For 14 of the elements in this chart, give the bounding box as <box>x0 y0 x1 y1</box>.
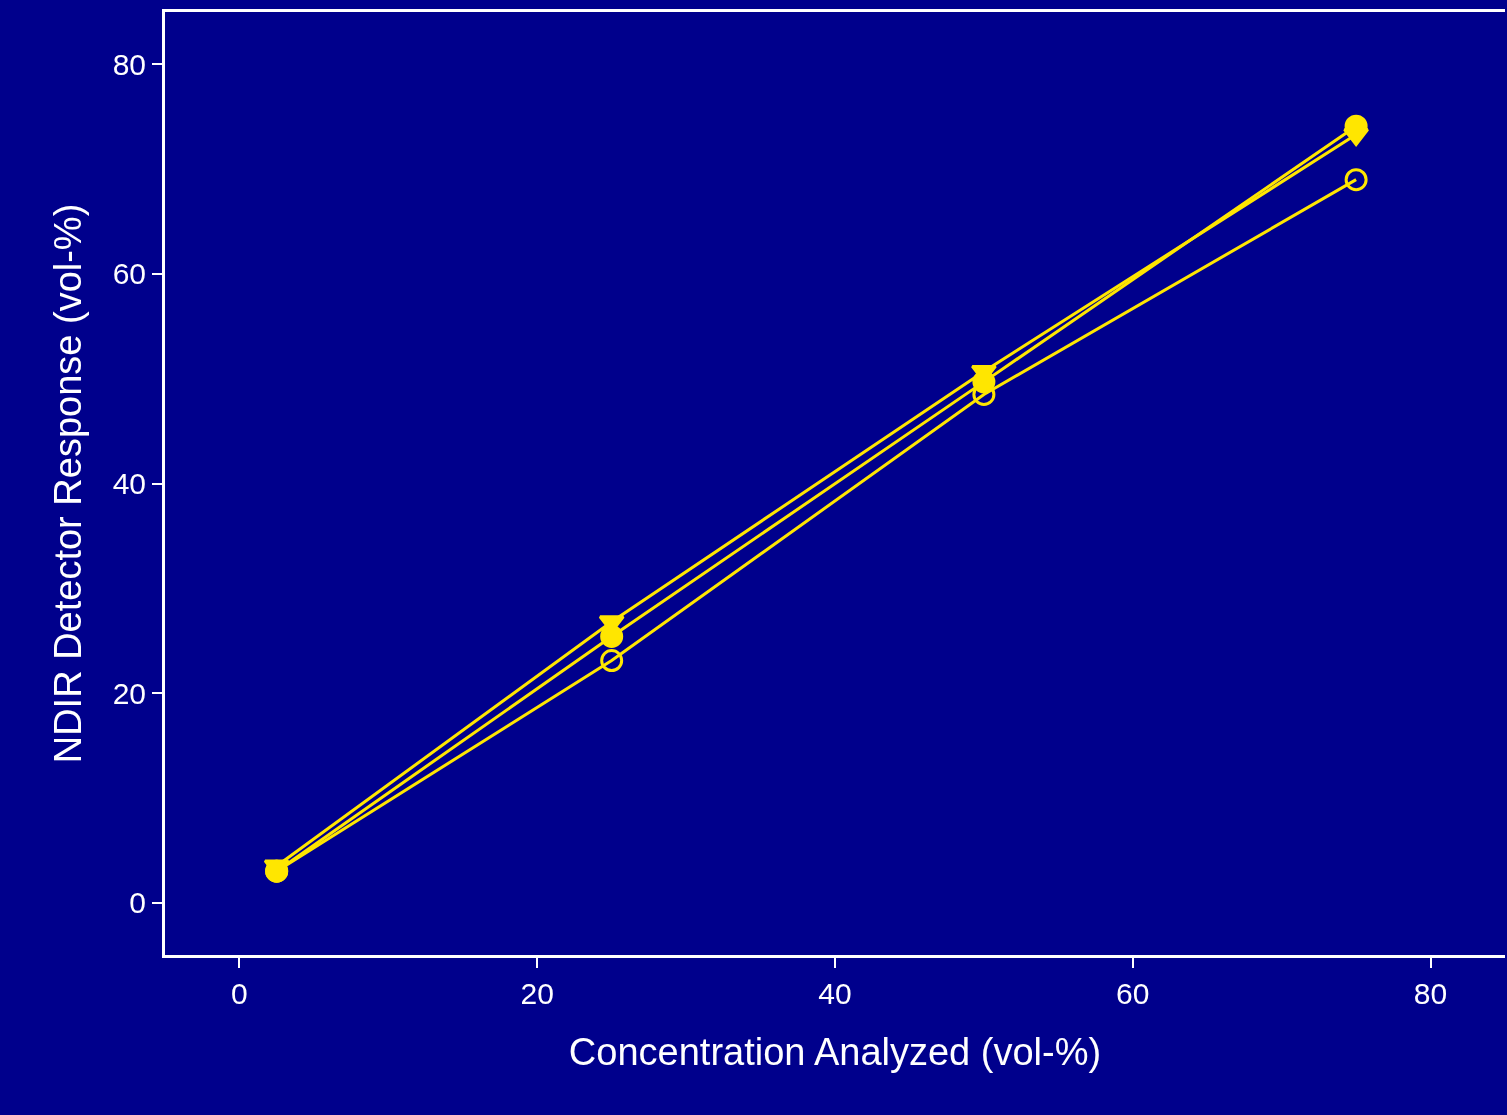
x-tick-label: 40 <box>818 977 852 1010</box>
x-tick-label: 60 <box>1116 977 1150 1010</box>
x-tick-label: 0 <box>231 977 248 1010</box>
x-axis-title: Concentration Analyzed (vol-%) <box>568 1031 1102 1074</box>
y-axis-title: NDIR Detector Response (vol-%) <box>46 203 89 764</box>
y-tick-label: 60 <box>112 257 146 291</box>
point <box>1344 168 1368 192</box>
x-tick-label: 20 <box>520 977 554 1010</box>
x-tick-label: 80 <box>1413 977 1448 1010</box>
y-tick-label: 40 <box>112 467 146 500</box>
y-tick-label: 80 <box>112 47 146 81</box>
point <box>600 649 624 673</box>
y-tick-label: 20 <box>112 676 146 710</box>
y-tick-label: 0 <box>129 886 146 920</box>
